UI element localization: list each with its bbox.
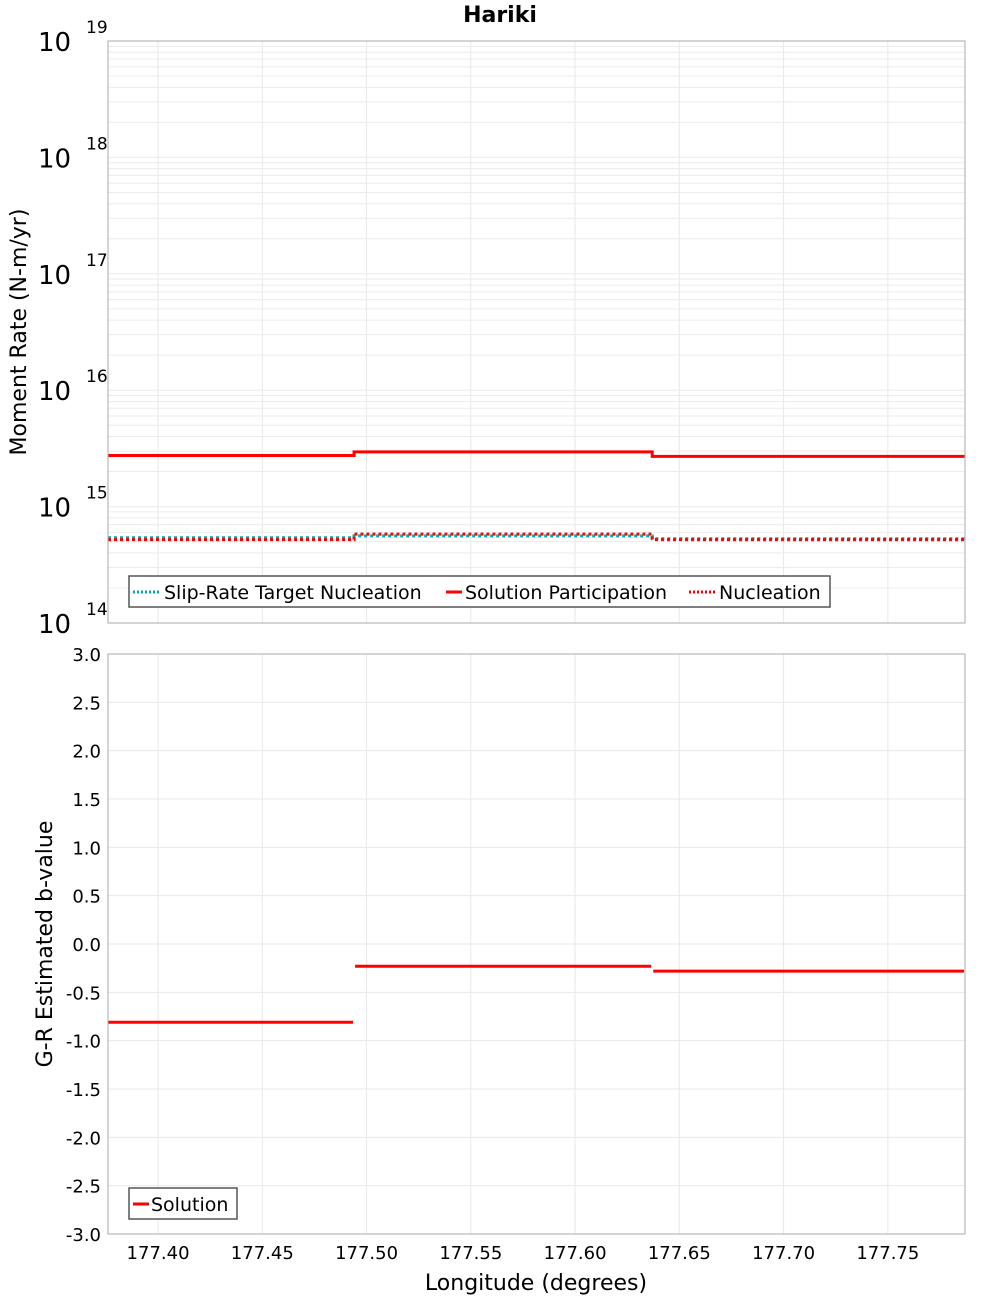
svg-text:10: 10 (38, 144, 71, 174)
svg-text:2.5: 2.5 (72, 693, 101, 714)
top-y-ticks: 10 14 10 15 10 16 10 17 10 18 10 19 (38, 18, 108, 640)
svg-text:-2.5: -2.5 (66, 1177, 101, 1198)
bottom-series (108, 964, 964, 1024)
bottom-y-axis-label: G-R Estimated b-value (33, 821, 58, 1068)
svg-text:0.5: 0.5 (72, 887, 101, 908)
svg-text:-2.0: -2.0 (66, 1128, 101, 1149)
svg-text:10: 10 (38, 377, 71, 407)
svg-text:10: 10 (38, 261, 71, 291)
svg-text:-1.0: -1.0 (66, 1032, 101, 1053)
bottom-y-ticks: 3.0 2.5 2.0 1.5 1.0 0.5 0.0 -0.5 -1.0 -1.5 -2.0 -2.… (66, 645, 101, 1246)
top-grid (108, 41, 965, 624)
svg-text:14: 14 (86, 600, 108, 620)
svg-text:10: 10 (38, 610, 71, 640)
svg-text:18: 18 (86, 134, 108, 154)
svg-text:-1.5: -1.5 (66, 1080, 101, 1101)
top-y-axis-label: Moment Rate (N-m/yr) (7, 209, 32, 456)
bottom-grid (108, 653, 965, 1235)
svg-text:2.0: 2.0 (72, 742, 101, 763)
bottom-legend: Solution (128, 1187, 238, 1220)
svg-text:17: 17 (86, 251, 108, 271)
svg-text:-0.5: -0.5 (66, 983, 101, 1004)
x-ticks: 177.40 177.45 177.50 177.55 177.60 177.65 177.… (127, 1243, 920, 1264)
top-plot: 10 14 10 15 10 16 10 17 10 18 10 19 Moment Rate (N-… (7, 18, 966, 640)
top-series (108, 450, 965, 542)
x-axis-label: Longitude (degrees) (425, 1271, 647, 1296)
svg-text:-3.0: -3.0 (66, 1225, 101, 1246)
svg-text:1.0: 1.0 (72, 838, 101, 859)
svg-text:177.50: 177.50 (335, 1243, 398, 1264)
svg-text:177.55: 177.55 (439, 1243, 502, 1264)
svg-text:3.0: 3.0 (72, 645, 101, 666)
top-legend: Slip-Rate Target Nucleation Solution Par… (128, 575, 831, 608)
svg-text:177.75: 177.75 (856, 1243, 919, 1264)
svg-text:1.5: 1.5 (72, 790, 101, 811)
svg-text:15: 15 (86, 484, 108, 504)
svg-text:177.60: 177.60 (544, 1243, 607, 1264)
svg-text:177.40: 177.40 (127, 1243, 190, 1264)
svg-text:0.0: 0.0 (72, 935, 101, 956)
svg-text:177.70: 177.70 (752, 1243, 815, 1264)
svg-text:10: 10 (38, 28, 71, 58)
legend-solution: Solution (151, 1194, 228, 1216)
bottom-plot: 3.0 2.5 2.0 1.5 1.0 0.5 0.0 -0.5 -1.0 -1.5 -2.0 -2.… (33, 645, 966, 1296)
svg-text:10: 10 (38, 494, 71, 524)
svg-text:19: 19 (86, 18, 108, 38)
svg-text:16: 16 (86, 367, 108, 387)
legend-solution-participation: Solution Participation (465, 582, 667, 604)
chart-title: Hariki (463, 3, 537, 28)
legend-slip-rate-target: Slip-Rate Target Nucleation (164, 582, 422, 604)
legend-nucleation: Nucleation (719, 582, 821, 604)
svg-text:177.45: 177.45 (231, 1243, 294, 1264)
svg-text:177.65: 177.65 (648, 1243, 711, 1264)
